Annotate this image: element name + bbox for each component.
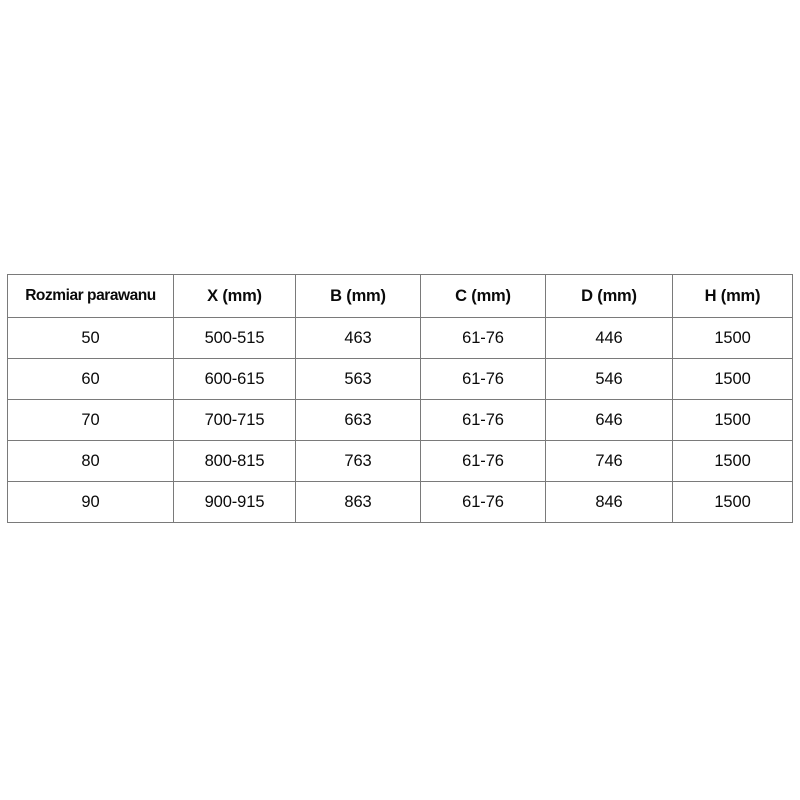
column-header-b-mm: B (mm) (295, 274, 421, 318)
cell-x: 800-815 (173, 440, 296, 482)
cell-h: 1500 (672, 317, 793, 359)
cell-b: 863 (295, 481, 421, 523)
table-header-row: Rozmiar parawanu X (mm) B (mm) C (mm) D … (7, 274, 793, 318)
cell-b: 763 (295, 440, 421, 482)
cell-x: 600-615 (173, 358, 296, 400)
cell-d: 846 (545, 481, 673, 523)
table-row: 80 800-815 763 61-76 746 1500 (7, 440, 793, 482)
cell-x: 500-515 (173, 317, 296, 359)
cell-b: 663 (295, 399, 421, 441)
cell-rozmiar: 70 (7, 399, 174, 441)
spec-table-container: Rozmiar parawanu X (mm) B (mm) C (mm) D … (7, 274, 793, 523)
specification-table: Rozmiar parawanu X (mm) B (mm) C (mm) D … (7, 274, 793, 523)
cell-c: 61-76 (420, 358, 546, 400)
cell-c: 61-76 (420, 399, 546, 441)
table-row: 60 600-615 563 61-76 546 1500 (7, 358, 793, 400)
column-header-x-mm: X (mm) (173, 274, 296, 318)
cell-h: 1500 (672, 358, 793, 400)
cell-h: 1500 (672, 481, 793, 523)
cell-d: 746 (545, 440, 673, 482)
cell-rozmiar: 90 (7, 481, 174, 523)
cell-b: 563 (295, 358, 421, 400)
table-header: Rozmiar parawanu X (mm) B (mm) C (mm) D … (7, 274, 793, 318)
cell-c: 61-76 (420, 317, 546, 359)
cell-h: 1500 (672, 399, 793, 441)
table-row: 90 900-915 863 61-76 846 1500 (7, 481, 793, 523)
cell-rozmiar: 50 (7, 317, 174, 359)
cell-d: 446 (545, 317, 673, 359)
cell-rozmiar: 80 (7, 440, 174, 482)
cell-d: 646 (545, 399, 673, 441)
column-header-c-mm: C (mm) (420, 274, 546, 318)
table-row: 70 700-715 663 61-76 646 1500 (7, 399, 793, 441)
cell-d: 546 (545, 358, 673, 400)
column-header-d-mm: D (mm) (545, 274, 673, 318)
cell-b: 463 (295, 317, 421, 359)
cell-x: 900-915 (173, 481, 296, 523)
cell-c: 61-76 (420, 440, 546, 482)
cell-x: 700-715 (173, 399, 296, 441)
cell-rozmiar: 60 (7, 358, 174, 400)
column-header-rozmiar-parawanu: Rozmiar parawanu (7, 274, 174, 318)
cell-h: 1500 (672, 440, 793, 482)
column-header-h-mm: H (mm) (672, 274, 793, 318)
table-body: 50 500-515 463 61-76 446 1500 60 600-615… (7, 317, 793, 523)
cell-c: 61-76 (420, 481, 546, 523)
table-row: 50 500-515 463 61-76 446 1500 (7, 317, 793, 359)
